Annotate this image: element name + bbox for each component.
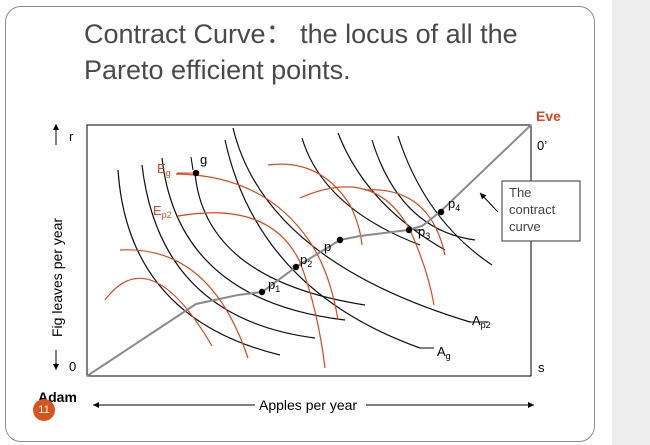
eve-origin-label: 0’	[537, 138, 547, 153]
background-strip	[612, 0, 650, 445]
adam-curve-6	[301, 137, 421, 246]
eve-curve-7	[364, 189, 446, 256]
slide-frame	[5, 6, 595, 442]
eve-indifference-curves	[104, 163, 446, 369]
s-label: s	[538, 360, 545, 375]
g-leader	[190, 156, 194, 171]
adam-curve-7	[337, 132, 446, 251]
point-p3	[405, 226, 413, 234]
Eg-label: Eg	[157, 161, 171, 178]
point-p1	[258, 288, 266, 296]
efficient-points	[192, 169, 445, 296]
slide-title: Contract Curve： the locus of all the Par…	[84, 16, 564, 88]
adam-curve-Ag	[224, 139, 421, 349]
eve-curve-Eg	[175, 173, 339, 321]
adam-curve-4	[194, 172, 366, 306]
Ep2-label: Ep2	[153, 203, 172, 220]
g-label: g	[200, 152, 207, 167]
p4-label: p4	[448, 196, 460, 213]
p3-label: p3	[418, 224, 430, 241]
p-label: p	[324, 239, 331, 254]
Ag-label: Ag	[437, 344, 451, 361]
x-axis-label: Apples per year	[259, 397, 357, 413]
title-line-1: Contract Curve： the locus of all the	[84, 19, 518, 49]
adam-origin-label: 0	[69, 359, 76, 374]
eve-curve-2	[119, 249, 249, 359]
point-p2	[292, 263, 300, 271]
contract-curve	[86, 124, 532, 377]
adam-curve-3	[161, 157, 346, 321]
adam-curve-2	[141, 164, 316, 339]
adam-indifference-curves	[117, 127, 493, 356]
point-p	[336, 236, 344, 244]
adam-curve-1	[117, 169, 281, 356]
callout-arrow	[479, 192, 499, 213]
p1-label: p1	[268, 277, 280, 294]
p2-label: p2	[300, 252, 312, 269]
adam-curve-8	[371, 139, 476, 241]
point-p4	[437, 208, 445, 216]
eve-label: Eve	[536, 108, 561, 124]
point-g	[192, 169, 200, 177]
callout-line-2: contract	[509, 202, 556, 217]
title-line-2: Pareto efficient points.	[84, 55, 351, 85]
eve-curve-5	[267, 163, 363, 246]
Ap2-label: Ap2	[472, 313, 491, 330]
y-axis-label: Fig leaves per year	[49, 218, 65, 337]
slide-number-badge: 11	[33, 399, 55, 421]
contract-curve-callout	[501, 180, 581, 242]
callout-line-1: The	[509, 185, 531, 200]
eve-curve-Ep2	[177, 212, 326, 369]
adam-curve-Ap2	[232, 127, 471, 323]
eve-curve-1	[104, 277, 213, 347]
edgeworth-box	[86, 124, 532, 377]
adam-curve-9	[397, 135, 493, 266]
r-label: r	[69, 129, 74, 144]
callout-line-3: curve	[509, 219, 541, 234]
eve-curve-6	[299, 186, 435, 306]
